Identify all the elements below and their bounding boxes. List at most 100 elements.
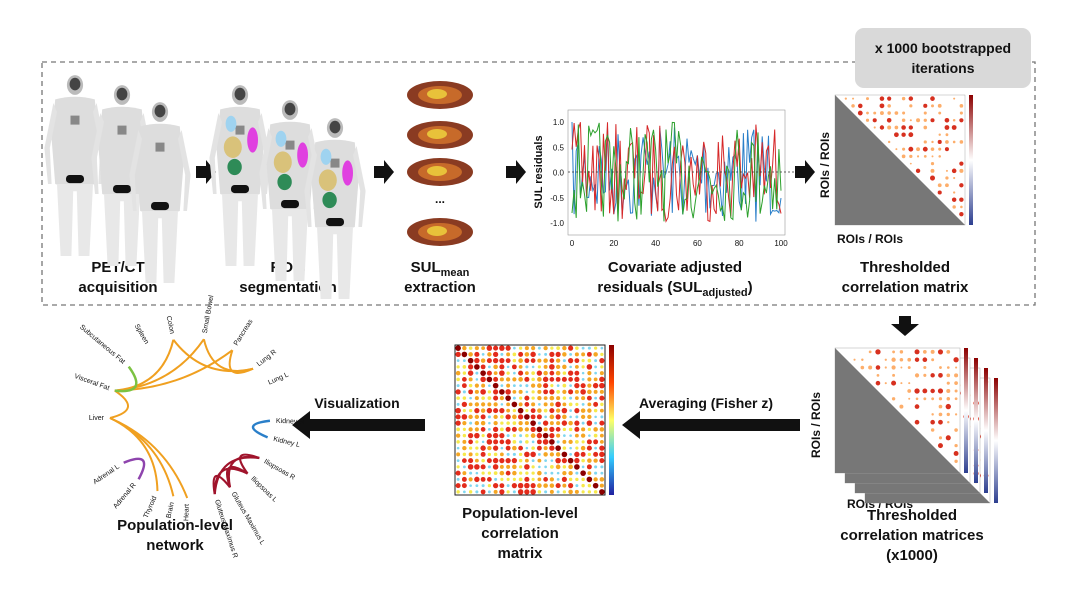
cell	[587, 483, 592, 488]
cell	[538, 403, 541, 406]
cell	[544, 465, 547, 469]
cell	[455, 389, 461, 395]
cell	[593, 433, 598, 438]
cell	[542, 439, 549, 445]
cell	[562, 383, 567, 388]
cell	[569, 352, 573, 356]
cell	[599, 458, 605, 464]
cell	[879, 103, 885, 109]
cell	[474, 464, 480, 470]
cell	[493, 489, 498, 494]
cell	[500, 446, 504, 450]
cell	[518, 389, 523, 394]
cell	[543, 483, 548, 488]
cell	[909, 104, 913, 108]
cell	[574, 464, 580, 470]
cell	[891, 397, 896, 401]
cell	[555, 427, 561, 432]
cell	[930, 419, 935, 425]
cell	[895, 148, 898, 151]
lower-triangle	[835, 95, 965, 225]
cell	[930, 118, 935, 123]
residual-line	[571, 121, 782, 222]
cell	[537, 389, 542, 394]
cell	[892, 350, 896, 354]
cell	[512, 440, 517, 444]
y-tick-label: 0.5	[553, 143, 565, 152]
cell	[587, 427, 592, 432]
cell	[530, 383, 536, 388]
cell	[945, 435, 951, 441]
cell	[474, 396, 479, 401]
cell	[569, 434, 572, 437]
cell	[593, 408, 598, 413]
cell	[586, 364, 593, 370]
cell	[480, 476, 486, 482]
cell	[456, 446, 460, 450]
cell	[581, 414, 586, 419]
cell	[468, 458, 474, 464]
cell	[861, 358, 864, 361]
cell	[952, 140, 956, 144]
cell	[474, 432, 480, 439]
cell	[901, 125, 906, 130]
x-tick-label: 20	[609, 239, 618, 248]
cell	[581, 427, 586, 432]
cell	[930, 147, 935, 151]
cell	[580, 408, 586, 413]
cell	[587, 402, 592, 407]
cell	[462, 345, 467, 351]
cell	[544, 415, 547, 419]
cell	[481, 383, 486, 388]
cell	[858, 103, 863, 109]
colon	[227, 158, 242, 176]
cell	[550, 471, 554, 475]
cell	[587, 458, 592, 463]
cell	[462, 471, 467, 476]
cell	[580, 470, 586, 476]
cell	[468, 408, 473, 413]
cell	[462, 365, 467, 369]
spleen	[342, 160, 353, 186]
edge	[251, 419, 271, 439]
cell	[512, 396, 516, 400]
cell	[518, 420, 523, 426]
cell	[499, 433, 505, 439]
cell	[555, 358, 561, 363]
cell	[543, 370, 548, 376]
bladder	[151, 202, 169, 211]
cell	[562, 427, 567, 432]
cell	[562, 345, 567, 351]
cell	[543, 408, 548, 413]
cell	[461, 414, 468, 420]
cell	[561, 451, 568, 458]
cell	[505, 445, 511, 451]
cell	[938, 155, 941, 158]
label-part: SUL	[411, 259, 441, 276]
cell	[462, 445, 467, 451]
banner-text: x 1000 bootstrapped	[875, 40, 1011, 56]
cell	[506, 434, 510, 438]
cell	[524, 346, 529, 351]
cell	[593, 477, 598, 482]
cell	[468, 377, 473, 382]
cell	[599, 451, 605, 458]
cell	[556, 440, 560, 444]
cell	[908, 382, 911, 385]
cell	[852, 97, 855, 100]
liver	[223, 136, 242, 158]
body	[44, 75, 106, 256]
cell	[575, 402, 579, 406]
cell	[486, 439, 493, 445]
banner-box	[855, 28, 1031, 88]
axis-label: ROIs / ROIs	[809, 392, 823, 458]
cell	[463, 490, 466, 494]
cell	[593, 458, 598, 463]
slice-hot	[427, 166, 447, 176]
cell	[475, 484, 479, 488]
cell	[474, 407, 480, 414]
cell	[474, 346, 479, 351]
brain	[284, 102, 296, 116]
cell	[462, 396, 467, 400]
